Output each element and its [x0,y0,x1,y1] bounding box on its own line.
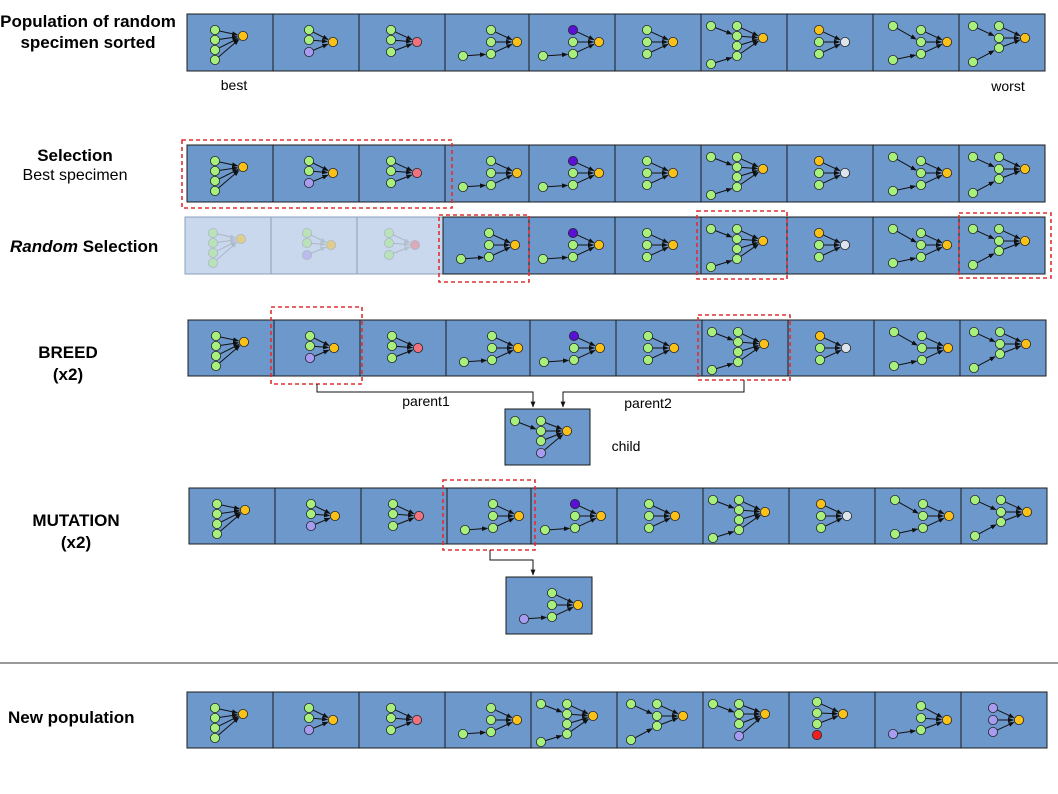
selection-best-box [181,139,453,209]
selection-row-specimen-9 [872,144,960,203]
breed-row-specimen-2 [273,319,361,377]
random-word: Random [10,237,78,256]
new-population-row-specimen-7 [702,691,790,749]
population-row-specimen-4 [444,13,530,72]
mutation-row-specimen-5 [530,487,618,545]
selection-row-specimen-10 [958,144,1046,203]
random-selection-row-specimen-5 [528,216,616,275]
selection-title: Selection [37,146,113,165]
mutation-row-specimen-4 [446,487,532,545]
random-pick-box-1 [438,214,530,283]
breed-row [187,319,1047,377]
mutation-child-specimen [505,576,593,635]
new-population-row-specimen-6 [616,691,704,749]
mutation-row-specimen-1 [188,487,276,545]
breed-connectors [316,380,745,576]
mutation-title: MUTATION [32,511,120,530]
selection-row-specimen-6 [614,144,702,203]
selection-highlights [181,139,1052,551]
mutation-connector [489,550,536,576]
new-population-row-specimen-5 [530,691,618,749]
breed-row-specimen-4 [445,319,531,377]
child-label: child [611,438,641,454]
mutation-row-specimen-8 [788,487,876,545]
new-population-row [186,691,1048,749]
population-row-specimen-7 [700,13,788,72]
population-row-specimen-1 [186,13,274,72]
breed-child-specimen [504,408,591,466]
random-selection-row [184,216,1046,275]
mutation-row-specimen-10 [960,487,1048,545]
population-row-specimen-5 [528,13,616,72]
random-selection-row-specimen-9 [872,216,960,275]
mutation-count: (x2) [60,533,92,552]
selection-subtitle: Best specimen [22,167,128,184]
breed-row-specimen-9 [873,319,961,377]
selection-row-specimen-8 [786,144,874,203]
random-selection-row-specimen-2 [270,216,358,275]
breed-row-specimen-7 [701,319,789,377]
new-population-row-specimen-1 [186,691,274,749]
random-selection-row-specimen-1 [184,216,272,275]
new-population-title: New population [8,708,135,727]
population-title: Population of random specimen sorted [0,12,176,52]
breed-row-specimen-3 [359,319,447,377]
population-row [186,13,1046,72]
worst-label: worst [991,78,1025,94]
mutation-target-box [442,479,536,551]
random-selection-row-specimen-10 [958,216,1046,275]
population-row-specimen-9 [872,13,960,72]
new-population-row-specimen-9 [874,691,962,749]
breed-row-specimen-6 [615,319,703,377]
random-selection-row-specimen-4 [442,216,530,275]
random-selection-title: Random Selection [10,236,186,257]
breed-row-specimen-10 [959,319,1047,377]
best-label: best [220,77,248,93]
parent1-label: parent1 [402,393,450,409]
mutation-row-specimen-9 [874,487,962,545]
selection-row-specimen-5 [528,144,616,203]
breed-row-specimen-8 [787,319,875,377]
selection-row-specimen-1 [186,144,274,203]
selection-row-specimen-3 [358,144,446,203]
selection-row-specimen-2 [272,144,360,203]
parent2-connector [560,380,745,408]
random-selection-row-specimen-6 [614,216,702,275]
random-pick-box-3 [958,212,1052,279]
new-population-row-specimen-10 [960,691,1048,749]
population-row-specimen-3 [358,13,446,72]
parent2-label: parent2 [624,395,672,411]
mutation-row-specimen-7 [702,487,790,545]
breed-count: (x2) [52,365,84,384]
mutation-row [188,487,1048,545]
selection-row-specimen-4 [444,144,530,203]
random-selection-row-specimen-8 [786,216,874,275]
random-rest: Selection [78,237,159,256]
new-population-row-specimen-4 [444,691,532,749]
new-population-row-specimen-2 [272,691,360,749]
new-population-row-specimen-8 [788,691,876,749]
mutation-row-specimen-3 [360,487,448,545]
population-row-specimen-8 [786,13,874,72]
random-pick-box-2 [696,210,788,280]
mutation-row-specimen-6 [616,487,704,545]
population-row-specimen-2 [272,13,360,72]
new-population-row-specimen-3 [358,691,446,749]
breed-row-specimen-1 [187,319,275,377]
population-row-specimen-10 [958,13,1046,72]
selection-row [186,144,1046,203]
breed-title: BREED [38,343,98,362]
parent1-connector [316,384,536,408]
random-selection-row-specimen-3 [356,216,444,275]
breed-row-specimen-5 [529,319,617,377]
selection-row-specimen-7 [700,144,788,203]
mutation-row-specimen-2 [274,487,362,545]
random-selection-row-specimen-7 [700,216,788,275]
population-row-specimen-6 [614,13,702,72]
